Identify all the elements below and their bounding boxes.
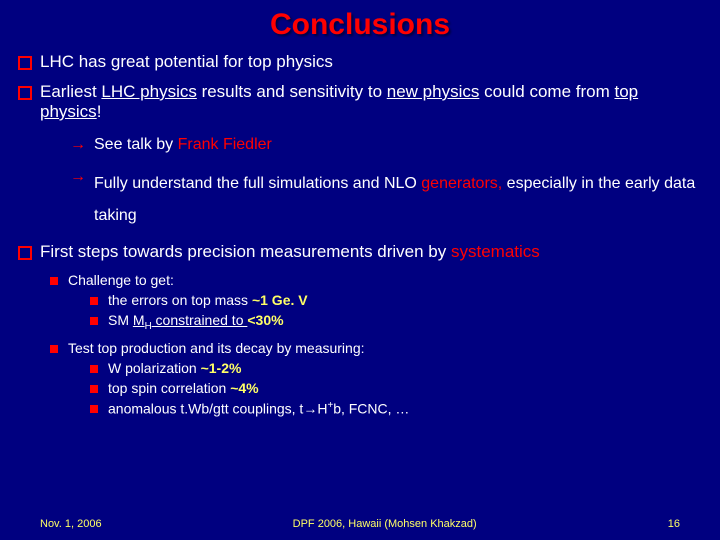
arrow-icon: → (303, 400, 317, 416)
bullet-2: Earliest LHC physics results and sensiti… (18, 82, 720, 122)
footer-center: DPF 2006, Hawaii (Mohsen Khakzad) (293, 518, 477, 530)
bullet-3-sub-2: Test top production and its decay by mea… (50, 340, 720, 356)
text-red: generators, (421, 175, 506, 192)
text-yellow: <30% (247, 312, 283, 328)
bullet-2-sub-2-text: Fully understand the full simulations an… (94, 168, 720, 232)
text: Fully understand the full simulations an… (94, 175, 421, 192)
text: the errors on top mass (108, 292, 252, 308)
bullet-3-sub-2b-text: top spin correlation ~4% (108, 380, 720, 396)
text: anomalous t.Wb/gtt couplings, t (108, 400, 303, 416)
text-yellow: ~4% (230, 380, 258, 396)
text: M (133, 312, 145, 328)
bullet-3-sub-1b: SM MH constrained to <30% (90, 312, 720, 332)
bullet-3-sub-2-text: Test top production and its decay by mea… (68, 340, 720, 356)
text: b, FCNC, … (333, 400, 409, 416)
square-bullet-icon (18, 246, 32, 260)
text: results and sensitivity to (197, 82, 387, 101)
bullet-1: LHC has great potential for top physics (18, 52, 720, 72)
subscript: H (145, 321, 152, 332)
text: First steps towards precision measuremen… (40, 242, 451, 261)
text: W polarization (108, 360, 201, 376)
filled-square-icon (90, 385, 98, 393)
slide-title: Conclusions (0, 0, 720, 42)
bullet-3-sub-2c: anomalous t.Wb/gtt couplings, t→H+b, FCN… (90, 400, 720, 417)
bullet-3-sub-1a-text: the errors on top mass ~1 Ge. V (108, 292, 720, 308)
filled-square-icon (90, 365, 98, 373)
square-bullet-icon (18, 56, 32, 70)
bullet-3-sub-2b: top spin correlation ~4% (90, 380, 720, 396)
bullet-3-sub-2a-text: W polarization ~1-2% (108, 360, 720, 376)
text-yellow: ~1-2% (201, 360, 242, 376)
bullet-2-text: Earliest LHC physics results and sensiti… (40, 82, 720, 122)
footer: Nov. 1, 2006 DPF 2006, Hawaii (Mohsen Kh… (0, 518, 720, 530)
text: could come from (479, 82, 614, 101)
bullet-3-text: First steps towards precision measuremen… (40, 242, 720, 262)
bullet-2-sub-2: → Fully understand the full simulations … (70, 168, 720, 232)
text: ! (97, 102, 102, 121)
square-bullet-icon (18, 86, 32, 100)
text-underline: LHC physics (101, 82, 196, 101)
bullet-2-sub-1: → See talk by Frank Fiedler (70, 136, 720, 154)
text: Earliest (40, 82, 101, 101)
bullet-3-sub-1a: the errors on top mass ~1 Ge. V (90, 292, 720, 308)
footer-page-number: 16 (668, 518, 680, 530)
arrow-bullet-icon: → (70, 136, 86, 154)
bullet-2-sub-1-text: See talk by Frank Fiedler (94, 136, 720, 154)
footer-date: Nov. 1, 2006 (40, 518, 102, 530)
filled-square-icon (90, 317, 98, 325)
text-underline: MH constrained to (133, 312, 247, 328)
bullet-3-sub-1: Challenge to get: (50, 272, 720, 288)
text-underline: new physics (387, 82, 480, 101)
bullet-1-text: LHC has great potential for top physics (40, 52, 720, 72)
filled-square-icon (50, 277, 58, 285)
text: H (317, 400, 327, 416)
bullet-3-sub-2c-text: anomalous t.Wb/gtt couplings, t→H+b, FCN… (108, 400, 720, 417)
text: See talk by (94, 136, 178, 153)
bullet-3-sub-1b-text: SM MH constrained to <30% (108, 312, 720, 332)
bullet-3: First steps towards precision measuremen… (18, 242, 720, 262)
filled-square-icon (90, 297, 98, 305)
text: SM (108, 312, 133, 328)
text-red: Frank Fiedler (178, 136, 272, 153)
filled-square-icon (50, 345, 58, 353)
bullet-3-sub-1-text: Challenge to get: (68, 272, 720, 288)
text-yellow: ~1 Ge. V (252, 292, 308, 308)
filled-square-icon (90, 405, 98, 413)
bullet-3-sub-2a: W polarization ~1-2% (90, 360, 720, 376)
text: top spin correlation (108, 380, 230, 396)
text-red: systematics (451, 242, 540, 261)
arrow-bullet-icon: → (70, 168, 86, 186)
text: constrained to (152, 312, 248, 328)
